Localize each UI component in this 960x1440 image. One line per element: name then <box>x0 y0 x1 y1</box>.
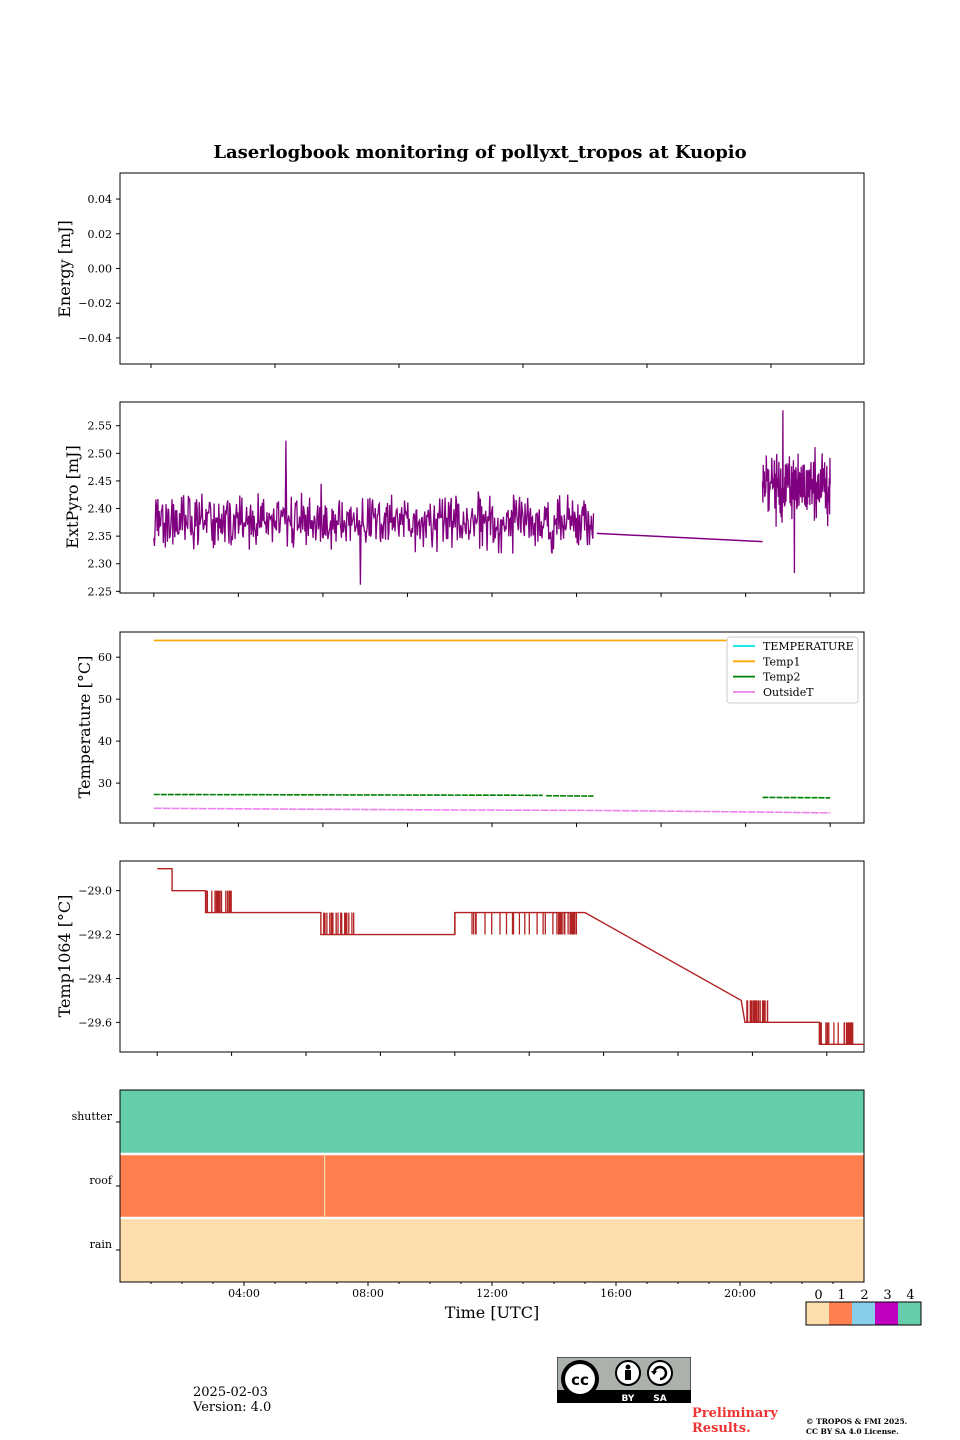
extpyro-panel: ExtPyro [mJ] 2.25 2.30 2.35 2.40 2.45 2.50 2.5… <box>63 401 865 598</box>
extpyro-series-segment <box>153 440 595 585</box>
energy-ylabel: Energy [mJ] <box>55 220 74 318</box>
preliminary-line-1: Preliminary <box>692 1406 778 1421</box>
energy-frame <box>119 172 865 365</box>
legend-label-temp2: Temp2 <box>763 671 800 684</box>
extpyro-ytick-label: 2.50 <box>88 447 113 460</box>
energy-ytick-label: 0.00 <box>88 263 113 276</box>
temp1064-ytick-label: −29.0 <box>78 885 112 898</box>
date-label: 2025-02-03 <box>193 1385 268 1400</box>
temperature-ytick-label: 30 <box>98 777 112 790</box>
colorbar-tick-3: 3 <box>883 1288 891 1303</box>
legend-label-outsidet: OutsideT <box>763 686 814 699</box>
extpyro-ytick-label: 2.55 <box>88 420 113 433</box>
extpyro-ytick-label: 2.45 <box>88 475 113 488</box>
preliminary-note: Preliminary Results. <box>692 1406 778 1436</box>
copyright-line-2: CC BY SA 4.0 License. <box>806 1427 899 1436</box>
colorbar-swatch-2 <box>852 1302 875 1325</box>
colorbar-tick-2: 2 <box>860 1288 868 1303</box>
temperature-panel: Temperature [°C] 30 40 50 60 TEMPERATURE Temp… <box>75 631 865 827</box>
temp1064-flicker <box>819 1022 854 1045</box>
temperature-legend: TEMPERATURE Temp1 Temp2 OutsideT <box>726 636 859 704</box>
energy-ytick-label: −0.04 <box>78 332 112 345</box>
temperature-ytick-label: 40 <box>98 735 112 748</box>
legend-label-temperature: TEMPERATURE <box>763 640 854 653</box>
colorbar-tick-1: 1 <box>837 1288 845 1303</box>
colorbar-swatch-3 <box>875 1302 898 1325</box>
temp1064-ylabel: Temp1064 [°C] <box>55 895 74 1018</box>
energy-ytick-label: 0.02 <box>88 228 113 241</box>
energy-ytick-label: −0.02 <box>78 297 112 310</box>
temp1064-frame <box>119 860 865 1053</box>
energy-panel: Energy [mJ] −0.04 −0.02 0.00 0.02 0.04 <box>55 172 865 368</box>
flags-xlabel: Time [UTC] <box>445 1303 539 1322</box>
preliminary-line-2: Results. <box>692 1421 751 1436</box>
page-title: Laserlogbook monitoring of pollyxt_tropo… <box>213 142 746 163</box>
extpyro-ytick-label: 2.35 <box>88 530 113 543</box>
flags-xtick-label: 04:00 <box>228 1287 260 1300</box>
cc-sa-label: SA <box>653 1394 666 1403</box>
flag-row-shutter <box>120 1090 864 1154</box>
temp1064-panel: Temp1064 [°C] −29.6 −29.4 −29.2 −29.0 <box>55 860 865 1056</box>
by-person-icon <box>615 1360 641 1386</box>
flag-row-label-rain: rain <box>90 1238 112 1251</box>
flag-row-label-roof: roof <box>89 1174 113 1187</box>
temp1064-flicker <box>323 912 355 935</box>
svg-text:cc: cc <box>571 1371 589 1389</box>
flags-xtick-label: 16:00 <box>600 1287 632 1300</box>
extpyro-ytick-label: 2.40 <box>88 503 113 516</box>
copyright-note: © TROPOS & FMI 2025. CC BY SA 4.0 Licens… <box>806 1417 907 1437</box>
legend-label-temp1: Temp1 <box>763 655 800 668</box>
legend-frame <box>726 636 859 704</box>
temp1064-ytick-label: −29.6 <box>78 1016 112 1029</box>
cc-license-badge: cc BY SA <box>556 1356 692 1404</box>
extpyro-series-segment <box>761 410 831 574</box>
flags-panel: Time [UTC] shutter roof rain 04:00 08:00 12:0… <box>72 1089 865 1322</box>
temperature-ylabel: Temperature [°C] <box>75 656 94 799</box>
temp1064-flicker <box>206 890 232 913</box>
temperature-ytick-label: 50 <box>98 693 112 706</box>
cc-by-label: BY <box>622 1394 635 1403</box>
series-temp2 <box>153 793 543 797</box>
extpyro-ytick-label: 2.25 <box>88 585 113 598</box>
extpyro-ylabel: ExtPyro [mJ] <box>63 445 82 548</box>
flags-xtick-label: 20:00 <box>724 1287 756 1300</box>
colorbar-swatch-0 <box>806 1302 829 1325</box>
flag-row-roof <box>120 1154 864 1218</box>
energy-ytick-label: 0.04 <box>88 193 113 206</box>
extpyro-gap-line <box>596 532 763 543</box>
version-label: Version: 4.0 <box>193 1400 272 1415</box>
temp1064-ytick-label: −29.2 <box>78 929 112 942</box>
flag-row-label-shutter: shutter <box>72 1110 113 1123</box>
series-outsidet <box>153 807 831 814</box>
extpyro-frame <box>119 401 865 594</box>
colorbar-tick-0: 0 <box>814 1288 822 1303</box>
colorbar-tick-4: 4 <box>906 1288 914 1303</box>
flags-xtick-label: 12:00 <box>476 1287 508 1300</box>
flags-xtick-label: 08:00 <box>352 1287 384 1300</box>
sa-recycle-icon <box>647 1360 673 1386</box>
temp1064-flicker <box>746 1000 769 1023</box>
colorbar-swatch-4 <box>898 1302 921 1325</box>
temp1064-ytick-label: −29.4 <box>78 972 112 985</box>
temp1064-flicker <box>552 912 578 935</box>
temperature-ytick-label: 60 <box>98 651 112 664</box>
colorbar-swatch-1 <box>829 1302 852 1325</box>
flag-row-rain <box>120 1218 864 1282</box>
colorbar-frame <box>805 1301 922 1326</box>
cc-icon: cc <box>561 1360 599 1398</box>
extpyro-ytick-label: 2.30 <box>88 558 113 571</box>
copyright-line-1: © TROPOS & FMI 2025. <box>806 1417 908 1426</box>
